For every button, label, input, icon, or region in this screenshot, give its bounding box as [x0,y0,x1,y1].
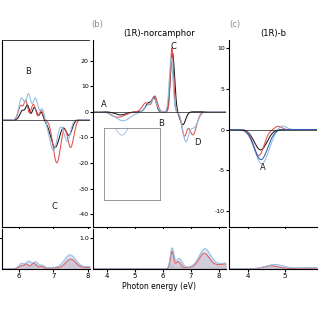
Text: A: A [100,100,106,109]
Title: (1R)-b: (1R)-b [260,29,286,38]
Text: B: B [25,67,31,76]
Text: B: B [158,119,164,128]
Text: C: C [171,42,176,51]
Text: (b): (b) [91,20,103,29]
X-axis label: Photon energy (eV): Photon energy (eV) [122,282,196,291]
Text: A: A [260,163,266,172]
Text: C: C [52,202,58,211]
Text: (c): (c) [229,20,240,29]
Title: (1R)-norcamphor: (1R)-norcamphor [123,29,195,38]
Text: D: D [194,138,201,147]
